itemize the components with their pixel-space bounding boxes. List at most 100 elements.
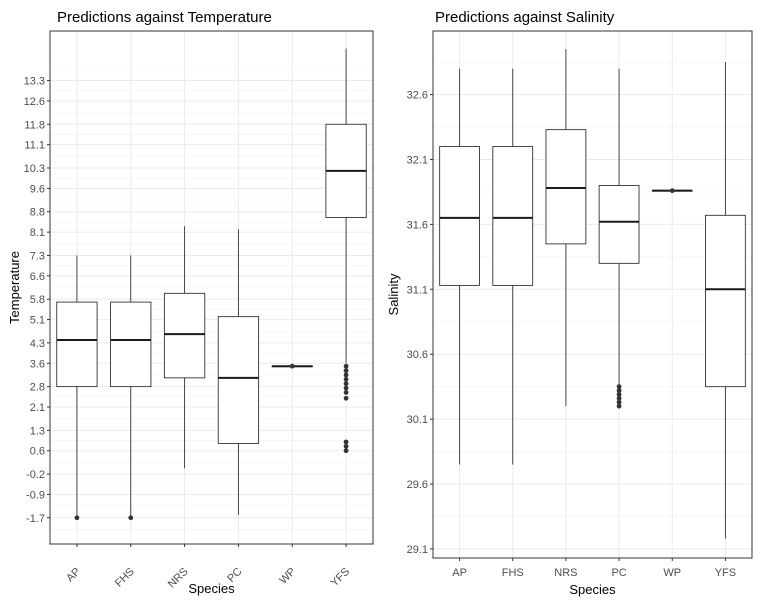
y-tick-label: -1.7 <box>26 513 45 525</box>
box-yfs <box>325 48 367 454</box>
x-tick-label: FHS <box>113 566 137 590</box>
x-tick-label: YFS <box>715 567 736 579</box>
outlier-point <box>616 395 622 401</box>
y-tick-label: 6.6 <box>30 271 45 283</box>
y-tick-label: -0.9 <box>26 489 45 501</box>
y-tick-label: 31.6 <box>407 219 428 231</box>
box-fhs <box>492 68 534 465</box>
y-tick-label: 29.6 <box>407 479 428 491</box>
x-tick-label: AP <box>64 566 83 585</box>
y-tick-label: 3.6 <box>30 358 45 370</box>
box-iqr <box>545 129 587 245</box>
outlier-point <box>343 381 349 387</box>
y-tick-label: 13.3 <box>24 76 45 88</box>
y-tick-label: 7.3 <box>30 250 45 262</box>
box-iqr <box>56 301 98 388</box>
y-tick-label: 30.1 <box>407 414 428 426</box>
outlier-point <box>343 385 349 391</box>
y-tick-label: 30.6 <box>407 349 428 361</box>
box-marks <box>56 48 367 521</box>
x-tick-label: NRS <box>166 566 191 591</box>
panel-border <box>49 30 374 545</box>
outlier-point <box>616 384 622 390</box>
y-tick-label: 5.8 <box>30 294 45 306</box>
box-pc <box>217 229 260 515</box>
box-wp <box>271 363 313 369</box>
box-ap <box>56 255 98 521</box>
x-tick-label: NRS <box>554 567 577 579</box>
box-iqr <box>492 146 534 286</box>
box-wp <box>651 188 693 194</box>
outlier-point <box>343 448 349 454</box>
box-iqr <box>110 301 152 388</box>
outlier-point <box>616 403 622 409</box>
x-tick-label: AP <box>452 567 467 579</box>
outlier-point <box>343 372 349 378</box>
y-tick-label: 29.1 <box>407 544 428 556</box>
outlier-point <box>128 515 134 521</box>
outlier-point <box>343 390 349 395</box>
y-axis: -1.7 -0.9 -0.2 0.6 1.3 2.1 2.8 3.6 4.3 5.1 5.8 6.6 7… <box>24 76 50 525</box>
salinity-boxplot-panel: 29.1 29.6 30.1 30.6 31.1 31.6 32.1 32.6 AP FHS NRS… <box>386 9 753 597</box>
box-ap <box>439 68 480 465</box>
y-tick-label: 2.8 <box>30 382 45 394</box>
x-axis-label: Species <box>188 581 235 596</box>
y-tick-label: 9.6 <box>30 183 45 195</box>
box-iqr <box>439 146 480 286</box>
temperature-boxplot-panel: -1.7 -0.9 -0.2 0.6 1.3 2.1 2.8 3.6 4.3 5.1 5.8 6.6 7… <box>7 9 374 596</box>
outlier-point <box>343 363 349 369</box>
outlier-point <box>343 443 349 449</box>
y-tick-label: 0.6 <box>30 446 45 458</box>
x-tick-label: PC <box>611 567 626 579</box>
y-axis: 29.1 29.6 30.1 30.6 31.1 31.6 32.1 32.6 <box>407 90 433 556</box>
y-tick-label: -0.2 <box>26 469 45 481</box>
y-tick-label: 11.1 <box>24 140 45 152</box>
y-axis-label: Salinity <box>386 273 401 315</box>
outlier-point <box>289 363 295 369</box>
box-nrs <box>545 49 587 407</box>
outlier-point <box>616 388 622 393</box>
y-axis-label: Temperature <box>7 251 22 324</box>
panel-border <box>432 30 753 559</box>
outlier-point <box>343 439 349 445</box>
box-fhs <box>110 255 152 521</box>
box-marks <box>439 49 746 539</box>
outlier-point <box>343 395 349 401</box>
outlier-point <box>616 392 622 397</box>
box-iqr <box>163 292 206 379</box>
chart-title: Predictions against Temperature <box>57 9 272 26</box>
y-tick-label: 8.8 <box>30 207 45 219</box>
y-tick-label: 4.3 <box>30 338 45 350</box>
box-iqr <box>217 316 260 444</box>
x-tick-label: YFS <box>329 566 353 590</box>
y-tick-label: 10.3 <box>24 163 45 175</box>
chart-title: Predictions against Salinity <box>435 9 615 26</box>
x-tick-label: WP <box>663 567 681 579</box>
outlier-point <box>74 515 80 521</box>
y-tick-label: 32.6 <box>407 90 428 102</box>
box-pc <box>598 68 640 409</box>
y-tick-label: 11.8 <box>24 119 45 131</box>
box-iqr <box>598 185 640 264</box>
y-tick-label: 12.6 <box>24 96 45 108</box>
box-nrs <box>163 226 206 469</box>
y-tick-label: 1.3 <box>30 425 45 437</box>
y-tick-label: 5.1 <box>30 315 45 327</box>
grid-lines <box>50 31 373 544</box>
x-tick-label: FHS <box>502 567 524 579</box>
x-tick-label: WP <box>277 566 298 587</box>
y-tick-label: 31.1 <box>407 284 428 296</box>
x-axis-label: Species <box>569 582 616 597</box>
outlier-point <box>343 368 349 373</box>
outlier-point <box>616 399 622 405</box>
grid-lines <box>433 31 752 558</box>
box-yfs <box>705 62 746 539</box>
y-tick-label: 32.1 <box>407 155 428 167</box>
y-tick-label: 8.1 <box>30 227 45 239</box>
box-iqr <box>705 214 746 388</box>
x-axis: AP FHS NRS PC WP YFS <box>452 558 736 579</box>
y-tick-label: 2.1 <box>30 402 45 414</box>
outlier-point <box>669 188 675 194</box>
outlier-point <box>343 376 349 382</box>
